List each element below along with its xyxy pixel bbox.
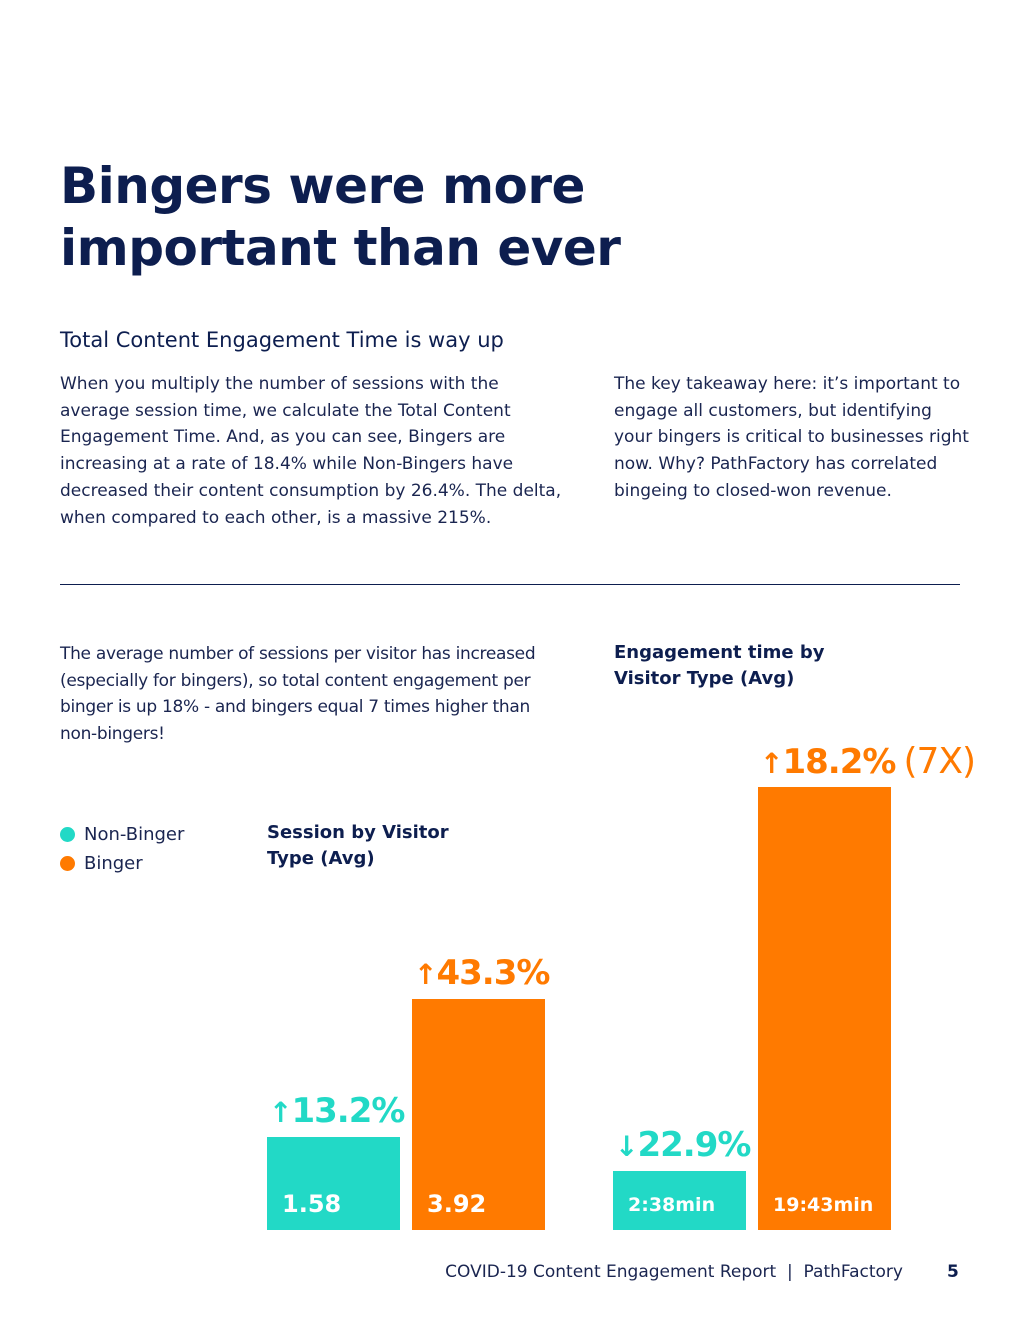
engagement-bar-non-binger [613,1171,746,1230]
sessions-chart-title: Session by Visitor Type (Avg) [267,822,449,869]
engagement-change-value: 22.9% [637,1125,751,1165]
page-title: Bingers were more important than ever [60,155,621,279]
charts-intro-paragraph: The average number of sessions per visit… [60,644,536,745]
engagement-change-label: ↓22.9% [615,1125,751,1165]
legend-label-non-binger: Non-Binger [84,824,185,845]
sessions-value-label: 1.58 [282,1190,342,1218]
arrow-up-icon: ↑ [269,1096,292,1129]
page-number: 5 [947,1262,959,1282]
legend-item-binger: Binger [60,849,184,878]
legend-item-non-binger: Non-Binger [60,820,184,849]
footer-text: COVID-19 Content Engagement Report | Pat… [445,1262,903,1282]
engagement-change-value: 18.2% [782,742,896,782]
sessions-change-value: 43.3% [436,953,550,993]
sessions-change-label: ↑43.3% [414,953,550,993]
legend-dot-non-binger [60,827,75,842]
engagement-value-label: 19:43min [773,1194,874,1216]
sessions-value-label: 3.92 [427,1190,487,1218]
chart-legend: Non-Binger Binger [60,820,184,878]
engagement-chart-title: Engagement time by Visitor Type (Avg) [614,642,825,689]
section-divider [60,584,960,585]
engagement-change-label: ↑18.2% (7X) [760,741,976,782]
arrow-up-icon: ↑ [414,958,437,991]
sessions-bar-non-binger [267,1137,400,1230]
sessions-bar-binger [412,999,545,1230]
engagement-multiplier-label: (7X) [903,741,976,782]
arrow-up-icon: ↑ [760,747,783,780]
intro-paragraph: When you multiply the number of sessions… [60,374,562,528]
page-title-line-2: important than ever [60,219,621,277]
legend-dot-binger [60,856,75,871]
section-subtitle: Total Content Engagement Time is way up [60,328,504,352]
engagement-bar-binger [758,787,891,1230]
sessions-change-label: ↑13.2% [269,1091,405,1131]
page-title-line-1: Bingers were more [60,157,585,215]
legend-label-binger: Binger [84,853,143,874]
sessions-change-value: 13.2% [291,1091,405,1131]
engagement-value-label: 2:38min [628,1194,716,1216]
takeaway-paragraph: The key takeaway here: it’s important to… [614,374,969,501]
arrow-down-icon: ↓ [615,1130,638,1163]
